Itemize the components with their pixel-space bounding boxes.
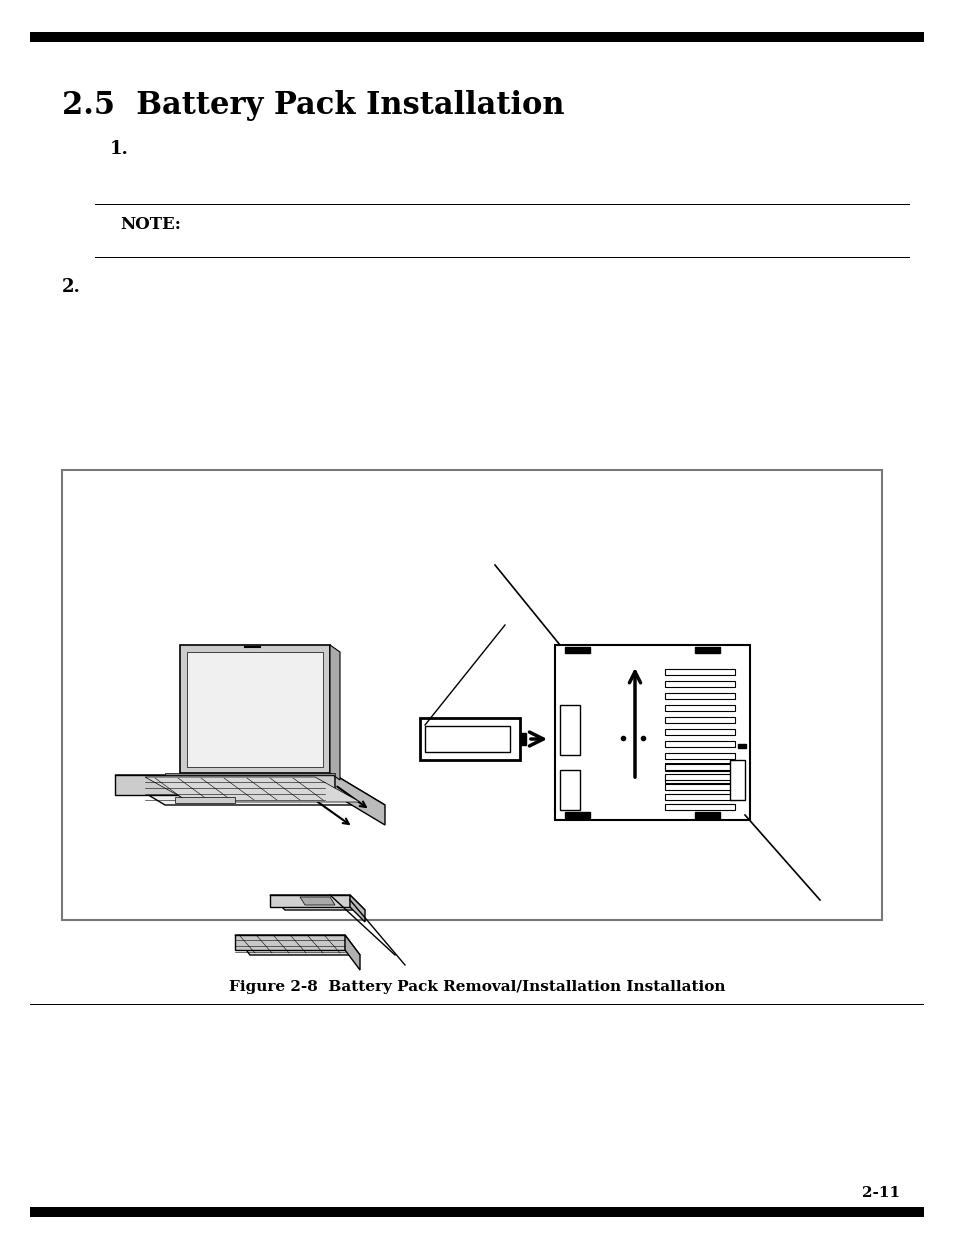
Bar xyxy=(664,753,734,760)
Text: 1.: 1. xyxy=(110,140,129,158)
Bar xyxy=(564,647,589,653)
Bar xyxy=(30,1207,923,1216)
Text: Figure 2-8  Battery Pack Removal/Installation Installation: Figure 2-8 Battery Pack Removal/Installa… xyxy=(229,981,724,994)
Polygon shape xyxy=(299,897,335,905)
Bar xyxy=(559,769,579,810)
Bar xyxy=(664,705,734,711)
Polygon shape xyxy=(234,935,345,950)
Polygon shape xyxy=(165,773,335,776)
Bar xyxy=(30,32,923,42)
Polygon shape xyxy=(345,935,359,969)
Text: NOTE:: NOTE: xyxy=(120,216,181,233)
Bar xyxy=(664,741,734,747)
Polygon shape xyxy=(174,797,234,803)
Bar xyxy=(559,705,579,755)
Bar xyxy=(95,204,909,205)
Bar xyxy=(62,471,882,920)
Polygon shape xyxy=(115,776,385,805)
Polygon shape xyxy=(350,895,365,923)
Bar xyxy=(664,693,734,699)
Bar xyxy=(555,645,749,820)
Bar xyxy=(664,774,734,781)
Polygon shape xyxy=(335,776,385,825)
Bar xyxy=(30,1004,923,1005)
Polygon shape xyxy=(234,935,359,955)
Polygon shape xyxy=(145,777,359,802)
Text: 2-11: 2-11 xyxy=(861,1186,899,1200)
Bar xyxy=(664,804,734,810)
Bar xyxy=(664,729,734,735)
Bar xyxy=(419,718,519,760)
Polygon shape xyxy=(187,652,323,767)
Bar xyxy=(664,718,734,722)
Bar xyxy=(424,726,510,752)
Bar xyxy=(664,764,734,769)
Bar xyxy=(664,764,734,771)
Bar xyxy=(95,257,909,258)
Bar xyxy=(519,734,525,745)
Bar xyxy=(695,811,720,818)
Bar xyxy=(664,777,734,783)
Bar xyxy=(664,794,734,800)
Text: 2.: 2. xyxy=(62,278,81,296)
Bar xyxy=(738,743,745,748)
Polygon shape xyxy=(330,645,339,781)
Polygon shape xyxy=(115,776,335,795)
Bar xyxy=(564,811,589,818)
Bar xyxy=(664,784,734,790)
Text: 2.5  Battery Pack Installation: 2.5 Battery Pack Installation xyxy=(62,90,564,121)
Bar xyxy=(729,760,744,800)
Bar xyxy=(664,763,734,764)
Polygon shape xyxy=(270,895,365,910)
Polygon shape xyxy=(270,895,350,906)
Bar xyxy=(695,647,720,653)
Bar xyxy=(664,680,734,687)
Polygon shape xyxy=(180,645,330,773)
Bar xyxy=(664,669,734,676)
